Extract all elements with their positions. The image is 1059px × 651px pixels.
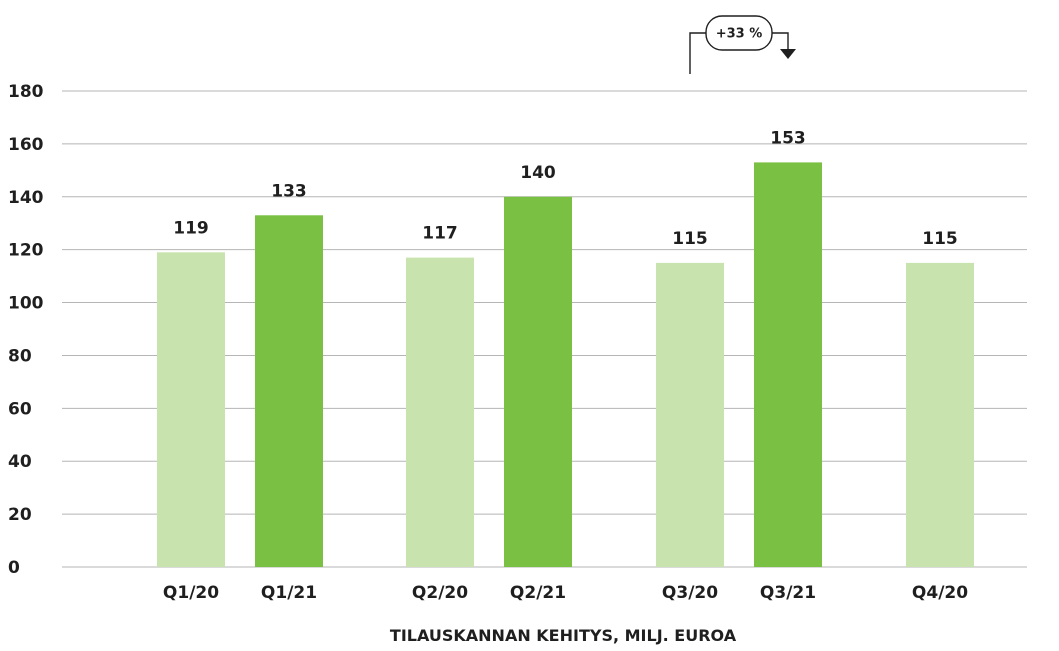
growth-badge-label: +33 % [716,27,763,42]
x-category-label: Q1/20 [163,583,219,603]
bar-value-label: 153 [770,128,806,148]
bar-value-label: 133 [271,181,307,201]
y-tick-label: 120 [8,241,44,261]
x-category-label: Q4/20 [912,583,968,603]
bars [157,162,974,568]
bar-value-label: 117 [422,224,458,244]
x-category-label: Q3/21 [760,583,816,603]
y-tick-label: 180 [8,82,44,102]
growth-arrow-head [780,49,796,59]
bar-value-label: 119 [173,218,209,238]
bar-value-label: 140 [520,163,556,183]
bar-value-label: 115 [922,229,958,249]
y-tick-label: 160 [8,135,44,155]
x-category-label: Q3/20 [662,583,718,603]
y-tick-label: 60 [8,399,32,419]
bar [906,262,974,567]
x-axis-title: TILAUSKANNAN KEHITYS, MILJ. EUROA [390,626,737,645]
growth-annotation: +33 % [689,15,796,74]
bar [157,252,225,568]
bar [504,196,572,567]
bar-value-label: 115 [672,229,708,249]
y-axis-ticks: 0 20 40 60 80 100 120 140 160 180 [8,82,44,578]
bar [754,162,822,567]
y-tick-label: 80 [8,346,32,366]
x-category-label: Q1/21 [261,583,317,603]
y-tick-label: 140 [8,188,44,208]
bar [255,215,323,568]
value-labels: 119 133 117 140 115 153 115 [173,128,958,248]
growth-badge [705,15,773,51]
y-tick-label: 0 [8,558,20,578]
y-tick-label: 40 [8,452,32,472]
x-category-label: Q2/21 [510,583,566,603]
y-tick-label: 20 [8,505,32,525]
y-tick-label: 100 [8,294,44,314]
x-axis-categories: Q1/20 Q1/21 Q2/20 Q2/21 Q3/20 Q3/21 Q4/20 [163,583,968,603]
bar [406,257,474,567]
x-category-label: Q2/20 [412,583,468,603]
bar [656,262,724,567]
